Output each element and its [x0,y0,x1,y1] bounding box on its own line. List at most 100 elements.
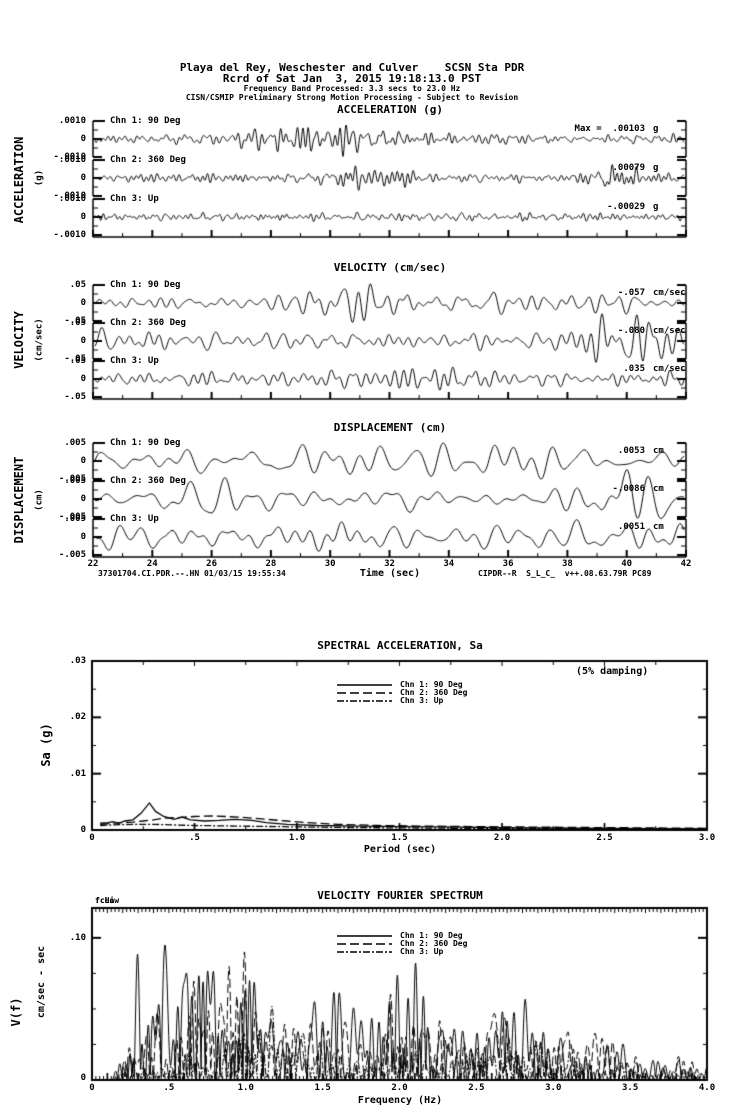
record-title: Playa del Rey, Weschester and Culver SCS… [179,61,525,74]
peak-value: .0051 [617,522,645,532]
ytick-label: -.005 [58,474,86,484]
ytick-label: -.005 [58,550,86,560]
peak-unit: g [653,124,659,134]
peak-unit: cm [653,522,664,532]
ytick-label: .0010 [58,155,86,165]
peak-unit: cm/sec [653,288,686,298]
ytick-label: 0 [80,494,86,504]
time-tick-label: 38 [561,559,573,569]
peak-value: Max = .00103 [574,124,645,134]
channel-label: Chn 2: 360 Deg [110,318,186,328]
time-tick-label: 36 [502,559,514,569]
peak-unit: cm/sec [653,326,686,336]
ytick-label: -.0010 [53,191,86,201]
sa-xtick-label: 1.5 [391,833,408,843]
displacement-panel-title: DISPLACEMENT (cm) [333,421,447,434]
peak-unit: g [653,163,659,173]
acceleration-axis-unit: (g) [34,169,45,187]
fourier-xtick-label: 1.5 [314,1083,331,1093]
ytick-label: -.05 [64,392,86,402]
legend-label: Chn 3: Up [400,696,444,705]
fourier-xtick-label: 2.5 [468,1083,485,1093]
displacement-axis-label: DISPLACEMENT [12,456,26,544]
channel-label: Chn 3: Up [110,194,159,204]
fourier-axis-label: V(f) [9,997,23,1027]
ytick-label: 0 [80,212,86,222]
velocity-axis-unit: (cm/sec) [34,318,45,362]
time-tick-label: 28 [265,559,277,569]
peak-unit: cm [653,484,664,494]
time-tick-label: 30 [324,559,336,569]
ytick-label: -.05 [64,316,86,326]
sa-legend-item-chn1: Chn 1: 90 Deg [337,681,463,689]
period-axis-label: Period (sec) [363,844,437,855]
fourier-legend-item-chn3: Chn 3: Up [337,948,443,956]
dash-dot-line-icon [337,700,392,702]
time-tick-label: 26 [206,559,218,569]
fourier-xtick-label: 0 [89,1083,95,1093]
ytick-label: .05 [69,280,86,290]
ytick-label: -.005 [58,512,86,522]
record-id-footer: 37301704.CI.PDR.--.HN 01/03/15 19:55:34 [98,569,286,578]
peak-value: -.0086 [612,484,645,494]
channel-label: Chn 1: 90 Deg [110,280,181,290]
solid-line-icon [337,935,392,937]
sa-axis-label: Sa (g) [39,723,53,767]
fourier-legend-item-chn1: Chn 1: 90 Deg [337,932,463,940]
sa-legend-item-chn3: Chn 3: Up [337,697,443,705]
legend-label: Chn 2: 360 Deg [400,688,468,697]
sa-xtick-label: .5 [189,833,200,843]
frequency-band-note: Frequency Band Processed: 3.3 secs to 23… [243,84,461,93]
peak-value: -.057 [617,288,645,298]
fchi-marker: fcHi [95,896,115,905]
ytick-label: 0 [80,298,86,308]
fourier-spectrum-title: VELOCITY FOURIER SPECTRUM [317,889,483,902]
channel-label: Chn 1: 90 Deg [110,116,181,126]
processing-note: CISN/CSMIP Preliminary Strong Motion Pro… [185,93,519,102]
peak-value: .035 [623,364,645,374]
velocity-panel-title: VELOCITY (cm/sec) [333,261,447,274]
sa-xtick-label: 0 [89,833,95,843]
ytick-label: .0010 [58,116,86,126]
sa-ytick-label: .03 [69,656,86,666]
channel-label: Chn 2: 360 Deg [110,155,186,165]
time-tick-label: 40 [621,559,633,569]
fourier-legend-item-chn2: Chn 2: 360 Deg [337,940,467,948]
time-tick-label: 22 [87,559,99,569]
fourier-axis-unit: cm/sec - sec [36,945,47,1019]
fourier-xtick-label: 3.5 [621,1083,639,1093]
channel-label: Chn 2: 360 Deg [110,476,186,486]
sa-xtick-label: 2.5 [596,833,613,843]
ytick-label: 0 [80,134,86,144]
ytick-label: .005 [64,438,86,448]
peak-value: .0053 [617,446,645,456]
displacement-axis-unit: (cm) [34,489,45,511]
damping-note: (5% damping) [576,666,649,677]
ytick-label: .0010 [58,194,86,204]
channel-label: Chn 3: Up [110,514,159,524]
sa-xtick-label: 2.0 [493,833,511,843]
time-tick-label: 32 [384,559,395,569]
sa-legend-item-chn2: Chn 2: 360 Deg [337,689,467,697]
channel-label: Chn 3: Up [110,356,159,366]
legend-label: Chn 1: 90 Deg [400,931,463,940]
velocity-axis-label: VELOCITY [12,311,26,369]
acceleration-axis-label: ACCELERATION [12,136,26,224]
frequency-axis-label: Frequency (Hz) [357,1095,443,1106]
fclow-marker: fcLow [95,896,120,905]
fourier-xtick-label: 3.0 [545,1083,562,1093]
channel-label: Chn 1: 90 Deg [110,438,181,448]
ytick-label: .005 [64,476,86,486]
ytick-label: 0 [80,456,86,466]
ytick-label: -.0010 [53,152,86,162]
time-tick-label: 34 [443,559,455,569]
peak-value: -.080 [617,326,645,336]
legend-label: Chn 1: 90 Deg [400,680,463,689]
legend-label: Chn 2: 360 Deg [400,939,468,948]
fourier-xtick-label: 4.0 [698,1083,716,1093]
long-dash-line-icon [337,692,392,694]
sa-xtick-label: 1.0 [288,833,306,843]
acceleration-panel-title: ACCELERATION (g) [337,103,443,116]
